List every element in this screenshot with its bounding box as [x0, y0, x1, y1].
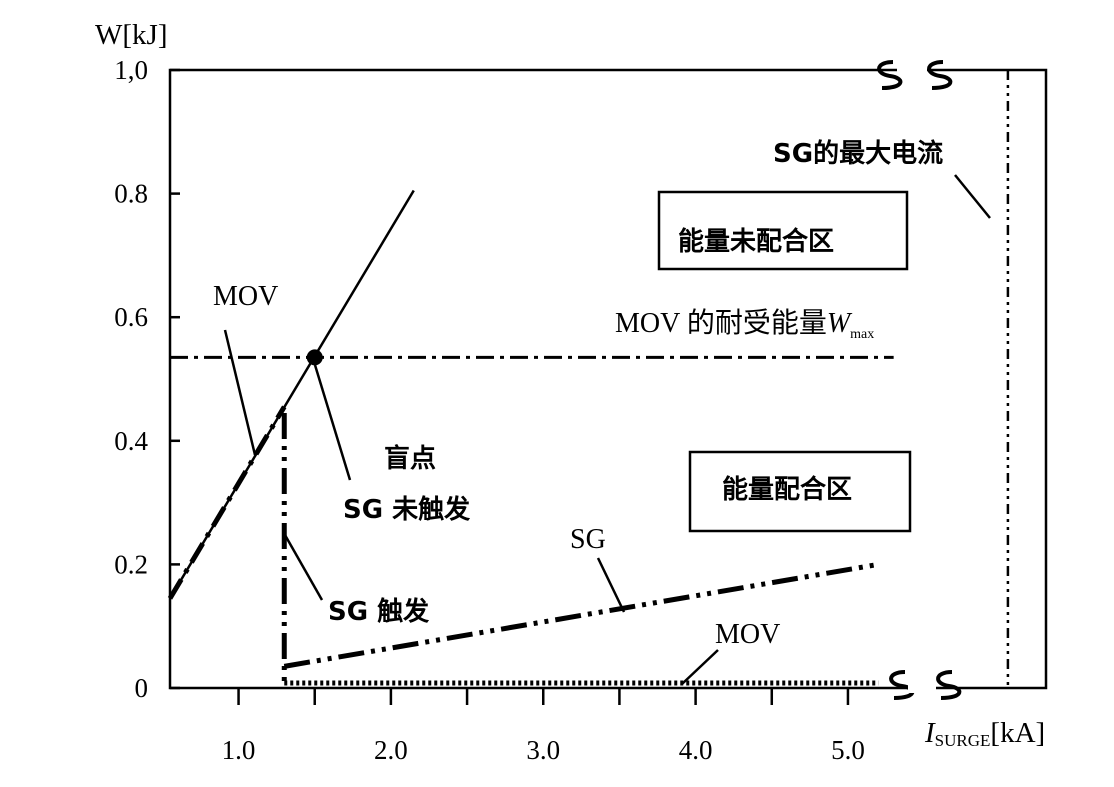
- series-layer: [167, 70, 1010, 688]
- blind-point-marker: [306, 349, 323, 366]
- wmax-label-text: MOV 的耐受能量: [615, 307, 827, 339]
- sg-label: SG: [570, 524, 606, 555]
- axis-break-top-2: [927, 60, 953, 90]
- y-tick-label: 0: [135, 673, 149, 703]
- blind-point-label: 盲点: [384, 443, 436, 474]
- axis-break-bottom-gap: [908, 684, 936, 693]
- y-tick-label: 1,0: [114, 55, 148, 85]
- x-tick-label: 1.0: [222, 735, 256, 765]
- y-axis-ticks: 0 0.2 0.4 0.6 0.8 1,0: [114, 55, 180, 703]
- wmax-label-symbol: W: [827, 308, 853, 339]
- mov-upper-label: MOV: [213, 281, 278, 312]
- y-axis-title: W[kJ]: [95, 19, 167, 51]
- axis-break-bottom-1: [889, 670, 915, 700]
- y-tick-label: 0.2: [114, 549, 148, 579]
- series-mov_total: [168, 189, 415, 600]
- axis-break-top-1: [877, 60, 903, 90]
- x-axis-title-unit: [kA]: [990, 717, 1045, 749]
- y-tick-label: 0.4: [114, 426, 148, 456]
- sg-not-triggered-label: SG 未触发: [343, 494, 470, 525]
- axis-break-bottom-2: [936, 670, 962, 700]
- sg-leader: [596, 557, 626, 613]
- mov-upper-leader: [223, 329, 257, 456]
- series-sg: [283, 561, 879, 669]
- series-mov_fill: [167, 405, 287, 600]
- x-tick-label: 4.0: [679, 735, 713, 765]
- zone-coordinated-box: [688, 450, 912, 533]
- x-axis-title: ISURGE[kA]: [924, 717, 1045, 750]
- x-axis-title-main: I: [924, 717, 936, 749]
- sg-triggered-leader: [283, 534, 324, 601]
- y-tick-label: 0.6: [114, 302, 148, 332]
- mov-lower-leader: [681, 649, 719, 685]
- plot-frame: [168, 68, 1048, 690]
- sg-max-leader: [954, 174, 991, 219]
- y-tick-label: 0.8: [114, 179, 148, 209]
- x-tick-label: 2.0: [374, 735, 408, 765]
- wmax-label-sub: max: [850, 327, 874, 342]
- x-axis-title-sub: SURGE: [935, 731, 991, 750]
- axis-break-top-gap: [897, 66, 927, 75]
- zone-uncoordinated-box: [657, 190, 909, 271]
- x-tick-label: 3.0: [526, 735, 560, 765]
- sg-triggered-label: SG 触发: [328, 596, 429, 627]
- zone-uncoordinated-label: 能量未配合区: [678, 226, 834, 257]
- mov-lower-label: MOV: [715, 619, 780, 650]
- x-tick-label: 5.0: [831, 735, 865, 765]
- x-axis-ticks: 1.0 2.0 3.0 4.0 5.0: [222, 688, 865, 765]
- sg-max-label: SG的最大电流: [773, 138, 943, 169]
- zone-coordinated-label: 能量配合区: [722, 474, 852, 505]
- blind-point-leader: [313, 364, 352, 481]
- wmax-label: MOV 的耐受能量Wmax: [615, 307, 874, 342]
